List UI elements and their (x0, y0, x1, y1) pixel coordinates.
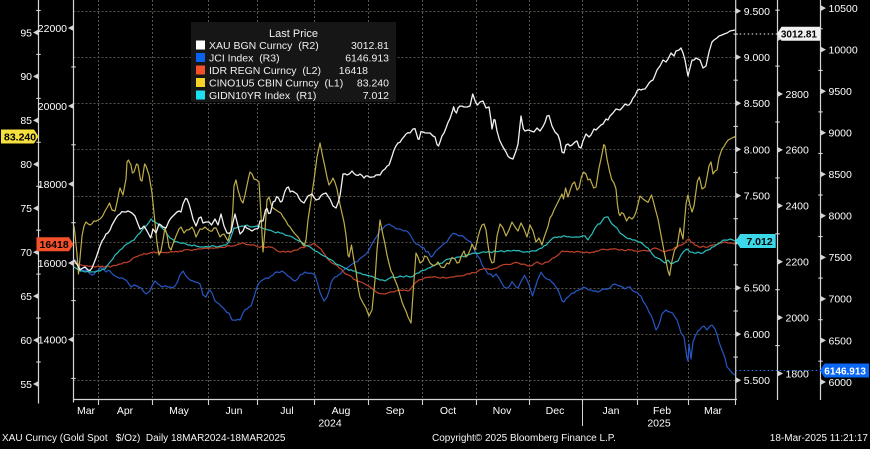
svg-text:1800: 1800 (786, 368, 810, 380)
svg-text:18-Mar-2025 11:21:17: 18-Mar-2025 11:21:17 (770, 433, 869, 444)
svg-text:80: 80 (20, 159, 32, 171)
svg-text:95: 95 (20, 27, 32, 39)
svg-text:16000: 16000 (38, 258, 67, 270)
svg-text:Dec: Dec (546, 405, 565, 417)
svg-text:6500: 6500 (829, 335, 853, 347)
svg-text:9000: 9000 (829, 128, 853, 140)
svg-text:2025: 2025 (647, 418, 671, 430)
svg-text:Last Price: Last Price (269, 28, 318, 40)
svg-text:65: 65 (20, 291, 32, 303)
svg-text:2600: 2600 (786, 145, 810, 157)
svg-text:Apr: Apr (117, 405, 134, 417)
svg-text:6.000: 6.000 (744, 329, 770, 341)
svg-text:JCI Index (R3): JCI Index (R3) (209, 52, 280, 64)
svg-text:Sep: Sep (386, 405, 405, 417)
svg-text:IDR REGN Curncy (L2): IDR REGN Curncy (L2) (209, 65, 321, 77)
svg-text:20000: 20000 (38, 101, 67, 113)
svg-text:3012.81: 3012.81 (351, 40, 389, 52)
svg-text:7.500: 7.500 (744, 190, 770, 202)
svg-text:Oct: Oct (440, 405, 456, 417)
svg-text:2200: 2200 (786, 257, 810, 269)
svg-text:16418: 16418 (40, 239, 69, 251)
svg-text:6146.913: 6146.913 (824, 366, 866, 377)
svg-text:7500: 7500 (829, 252, 853, 264)
svg-text:14000: 14000 (38, 334, 67, 346)
svg-text:Nov: Nov (493, 405, 512, 417)
svg-text:Jan: Jan (603, 405, 620, 417)
svg-text:Copyright© 2025 Bloomberg Fina: Copyright© 2025 Bloomberg Finance L.P. (432, 433, 616, 444)
svg-text:9.500: 9.500 (744, 6, 770, 18)
svg-text:2000: 2000 (786, 312, 810, 324)
svg-text:16418: 16418 (339, 65, 368, 77)
svg-text:6000: 6000 (829, 377, 853, 389)
svg-text:GIDN10YR Index (R1): GIDN10YR Index (R1) (209, 90, 316, 102)
svg-text:2400: 2400 (786, 201, 810, 213)
svg-text:8000: 8000 (829, 211, 853, 223)
svg-text:7.012: 7.012 (746, 236, 772, 248)
svg-text:XAU Curncy (Gold Spot $/Oz): XAU Curncy (Gold Spot $/Oz) Daily 18MAR2… (2, 433, 286, 444)
svg-text:Feb: Feb (653, 405, 671, 417)
svg-text:Aug: Aug (332, 405, 351, 417)
svg-text:6146.913: 6146.913 (345, 52, 389, 64)
svg-text:CINO1U5 CBIN Curncy (L1): CINO1U5 CBIN Curncy (L1) (209, 77, 343, 89)
svg-text:5.500: 5.500 (744, 375, 770, 387)
svg-text:2024: 2024 (318, 418, 342, 430)
svg-text:6.500: 6.500 (744, 283, 770, 295)
svg-text:18000: 18000 (38, 179, 67, 191)
svg-text:90: 90 (20, 71, 32, 83)
svg-text:8.000: 8.000 (744, 144, 770, 156)
svg-text:55: 55 (20, 379, 32, 391)
svg-text:22000: 22000 (38, 23, 67, 35)
svg-text:10000: 10000 (829, 44, 858, 56)
svg-text:7.012: 7.012 (363, 90, 389, 102)
svg-text:Mar: Mar (77, 405, 96, 417)
svg-text:10500: 10500 (829, 3, 858, 15)
svg-text:9.000: 9.000 (744, 52, 770, 64)
svg-text:2800: 2800 (786, 89, 810, 101)
svg-text:7000: 7000 (829, 294, 853, 306)
svg-text:Jul: Jul (280, 405, 293, 417)
svg-text:75: 75 (20, 203, 32, 215)
svg-text:70: 70 (20, 247, 32, 259)
svg-text:85: 85 (20, 115, 32, 127)
svg-text:XAU BGN Curncy (R2): XAU BGN Curncy (R2) (209, 40, 319, 52)
svg-text:Jun: Jun (226, 405, 243, 417)
svg-text:60: 60 (20, 335, 32, 347)
svg-text:8.500: 8.500 (744, 98, 770, 110)
svg-text:Mar: Mar (704, 405, 723, 417)
svg-text:8500: 8500 (829, 169, 853, 181)
svg-text:3012.81: 3012.81 (781, 30, 818, 41)
svg-text:9500: 9500 (829, 86, 853, 98)
svg-text:May: May (169, 405, 190, 417)
svg-text:83.240: 83.240 (357, 77, 389, 89)
svg-text:83.240: 83.240 (4, 131, 36, 143)
